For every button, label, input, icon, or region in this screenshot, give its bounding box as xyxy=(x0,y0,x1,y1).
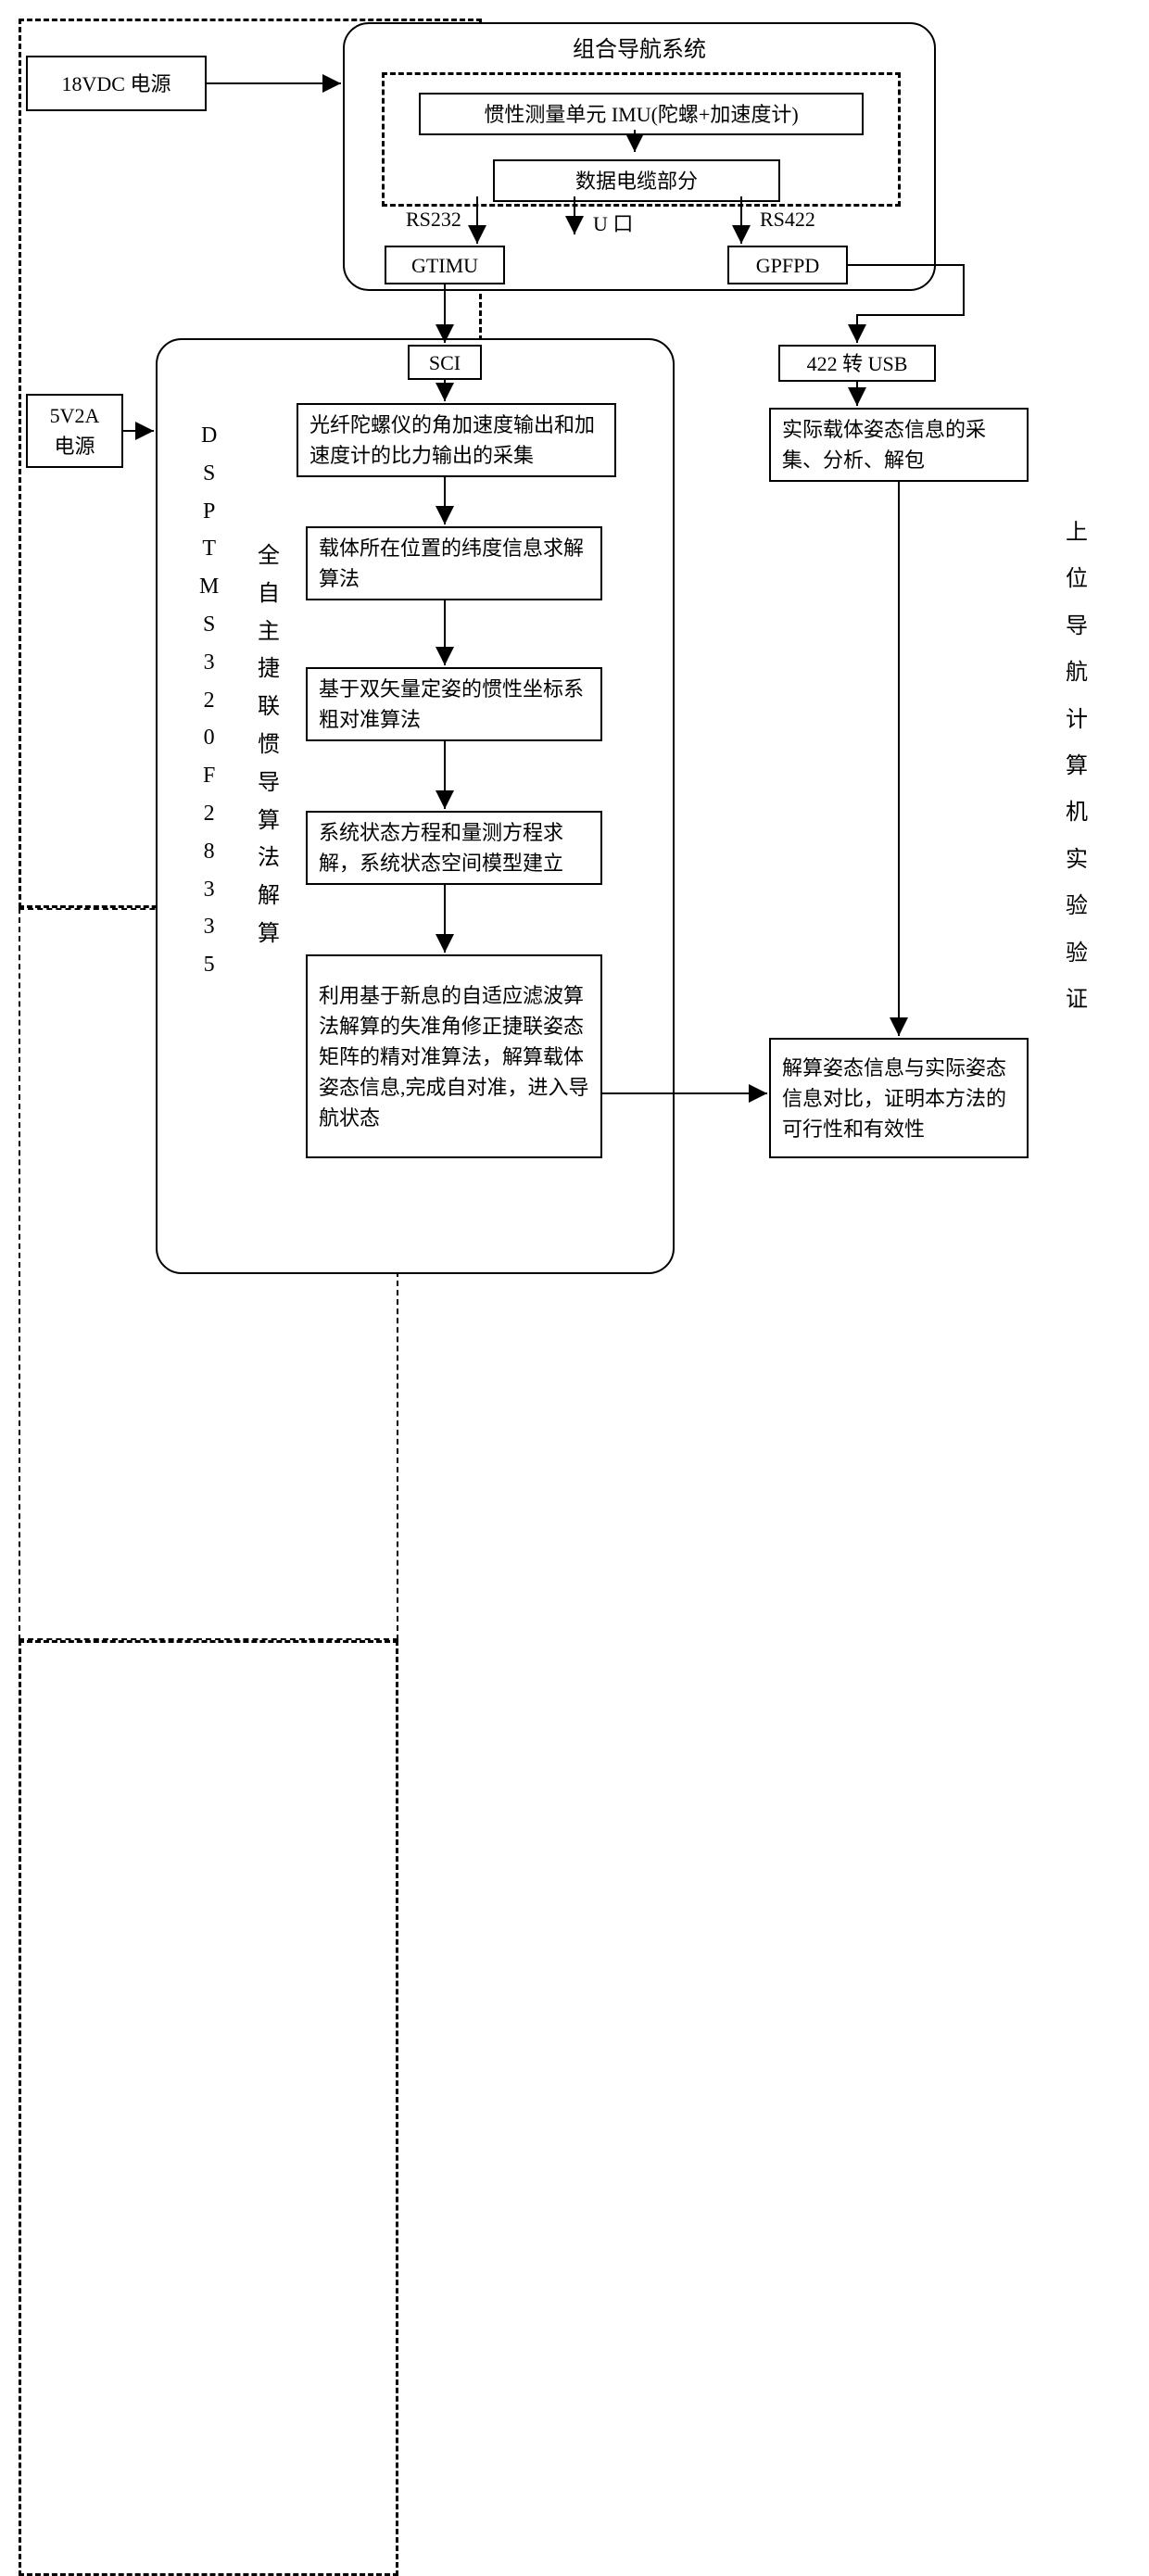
imu-box: 惯性测量单元 IMU(陀螺+加速度计) xyxy=(419,93,864,135)
rs422-label: RS422 xyxy=(760,208,815,232)
step2-box: 载体所在位置的纬度信息求解算法 xyxy=(306,526,602,600)
gtimu-box: GTIMU xyxy=(385,246,505,284)
step5-text: 利用基于新息的自适应滤波算法解算的失准角修正捷联姿态矩阵的精对准算法，解算载体姿… xyxy=(319,980,589,1133)
algo-vertical-label: 全自主捷联惯导算法解算 xyxy=(258,537,280,953)
dsp-vertical-label: DSPTMS320F28335 xyxy=(199,417,219,984)
gtimu-label: GTIMU xyxy=(411,250,478,281)
right-dashed xyxy=(19,1640,398,2576)
step5-box: 利用基于新息的自适应滤波算法解算的失准角修正捷联姿态矩阵的精对准算法，解算载体姿… xyxy=(306,954,602,1158)
collect-box: 实际载体姿态信息的采集、分析、解包 xyxy=(769,408,1029,482)
power-5v2a-box: 5V2A 电源 xyxy=(26,394,123,468)
step3-box: 基于双矢量定姿的惯性坐标系粗对准算法 xyxy=(306,667,602,741)
compare-box: 解算姿态信息与实际姿态信息对比，证明本方法的可行性和有效性 xyxy=(769,1038,1029,1158)
usb-label: 422 转 USB xyxy=(807,348,908,379)
gpfpd-label: GPFPD xyxy=(756,250,819,281)
step4-box: 系统状态方程和量测方程求解，系统状态空间模型建立 xyxy=(306,811,602,885)
rs232-label: RS232 xyxy=(406,208,461,232)
diagram-canvas: 18VDC 电源 组合导航系统 惯性测量单元 IMU(陀螺+加速度计) 数据电缆… xyxy=(19,19,1130,1353)
cable-label: 数据电缆部分 xyxy=(575,166,698,196)
right-vertical-label: 上位导航计算机实验验证 xyxy=(1066,510,1088,1023)
sci-label: SCI xyxy=(429,347,461,378)
cable-box: 数据电缆部分 xyxy=(493,159,780,202)
nav-system-title: 组合导航系统 xyxy=(345,33,934,67)
imu-label: 惯性测量单元 IMU(陀螺+加速度计) xyxy=(484,99,798,130)
power-5v2a-label: 5V2A 电源 xyxy=(50,400,100,461)
step1-box: 光纤陀螺仪的角加速度输出和加速度计的比力输出的采集 xyxy=(297,403,616,477)
usb-box: 422 转 USB xyxy=(778,345,936,382)
sci-box: SCI xyxy=(408,345,482,380)
gpfpd-box: GPFPD xyxy=(727,246,848,284)
compare-text: 解算姿态信息与实际姿态信息对比，证明本方法的可行性和有效性 xyxy=(782,1053,1016,1144)
step3-text: 基于双矢量定姿的惯性坐标系粗对准算法 xyxy=(319,674,589,735)
step2-text: 载体所在位置的纬度信息求解算法 xyxy=(319,533,589,594)
power-18vdc-label: 18VDC 电源 xyxy=(62,69,171,99)
uport-label: U 口 xyxy=(593,208,633,237)
power-18vdc-box: 18VDC 电源 xyxy=(26,56,207,111)
step4-text: 系统状态方程和量测方程求解，系统状态空间模型建立 xyxy=(319,817,589,878)
collect-text: 实际载体姿态信息的采集、分析、解包 xyxy=(782,414,1016,475)
step1-text: 光纤陀螺仪的角加速度输出和加速度计的比力输出的采集 xyxy=(309,410,603,471)
